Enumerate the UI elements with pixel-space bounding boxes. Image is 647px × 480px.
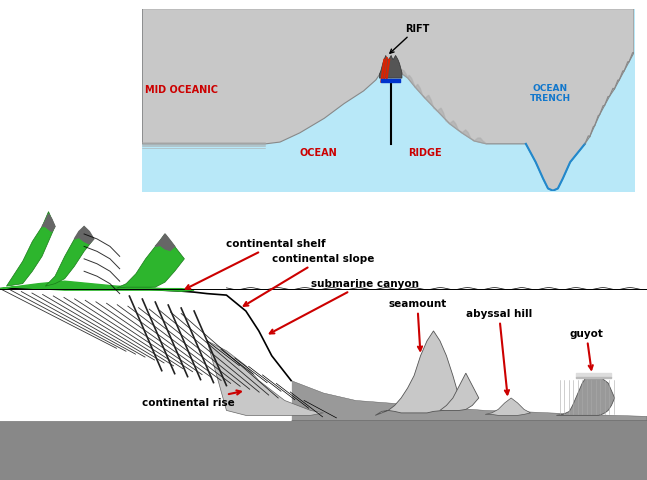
Polygon shape: [155, 235, 175, 251]
Polygon shape: [0, 282, 194, 291]
Text: OCEAN: OCEAN: [300, 147, 338, 157]
Polygon shape: [474, 139, 487, 144]
Text: guyot: guyot: [569, 328, 603, 370]
Polygon shape: [116, 235, 184, 288]
Polygon shape: [207, 341, 324, 416]
Polygon shape: [462, 131, 474, 142]
Polygon shape: [375, 331, 459, 416]
Polygon shape: [42, 215, 55, 232]
Text: continental slope: continental slope: [244, 254, 374, 306]
Polygon shape: [556, 376, 615, 416]
Polygon shape: [526, 10, 585, 191]
Text: continental rise: continental rise: [142, 391, 241, 408]
Polygon shape: [440, 373, 479, 410]
Text: submarine canyon: submarine canyon: [270, 278, 419, 334]
Polygon shape: [450, 121, 462, 133]
Text: OCEAN
TRENCH: OCEAN TRENCH: [530, 84, 571, 103]
Polygon shape: [6, 212, 55, 287]
Text: continental shelf: continental shelf: [186, 239, 326, 289]
Polygon shape: [291, 381, 647, 420]
Polygon shape: [485, 398, 531, 416]
Polygon shape: [425, 96, 437, 112]
Text: MID OCEANIC: MID OCEANIC: [145, 85, 218, 95]
Polygon shape: [74, 227, 94, 244]
Polygon shape: [400, 71, 408, 79]
Text: RIFT: RIFT: [390, 24, 430, 54]
Polygon shape: [45, 227, 94, 287]
Polygon shape: [415, 85, 425, 99]
Text: abyssal hill: abyssal hill: [466, 308, 532, 395]
Polygon shape: [142, 10, 634, 191]
Polygon shape: [437, 109, 450, 124]
Polygon shape: [408, 76, 415, 88]
Polygon shape: [379, 56, 402, 79]
Text: RIDGE: RIDGE: [408, 147, 441, 157]
Text: seamount: seamount: [388, 299, 446, 351]
Polygon shape: [0, 289, 291, 420]
